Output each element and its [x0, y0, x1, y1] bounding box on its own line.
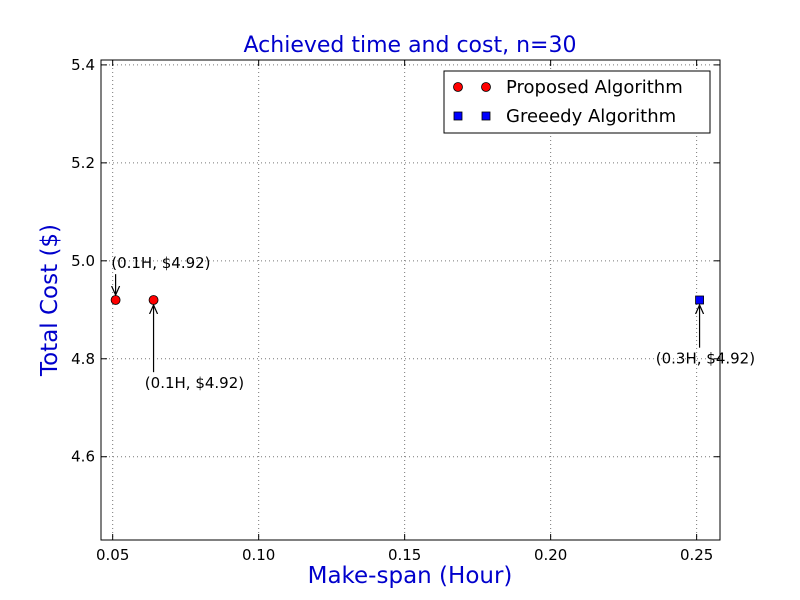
proposed-point [110, 295, 121, 305]
legend-marker [481, 111, 491, 121]
y-tick-label: 4.8 [71, 350, 95, 368]
legend-marker [453, 82, 463, 92]
plot-frame [100, 59, 721, 541]
x-tick-label: 0.25 [680, 546, 713, 564]
axes: 0.05 0.10 0.15 0.20 0.25 4.6 4.8 5.0 5.2 5.4 [71, 56, 721, 564]
legend-label: Proposed Algorithm [506, 77, 683, 98]
y-tick-label: 4.6 [71, 448, 95, 466]
proposed-point [148, 295, 159, 305]
y-axis-title: Total Cost ($) [37, 224, 63, 377]
legend-marker [453, 111, 463, 121]
greedy-point [695, 295, 704, 305]
annotation-label: (0.1H, $4.92) [111, 254, 210, 272]
y-tick-label: 5.4 [71, 56, 95, 74]
data-points [110, 295, 704, 305]
x-tick-label: 0.05 [96, 546, 129, 564]
legend-label: Greeedy Algorithm [506, 106, 676, 127]
y-tick-label: 5.0 [71, 252, 95, 270]
annotation-label: (0.1H, $4.92) [145, 374, 244, 392]
legend-box [443, 70, 711, 134]
x-axis-title: Make-span (Hour) [308, 563, 513, 589]
chart-title: Achieved time and cost, n=30 [244, 33, 577, 58]
y-tick-label: 5.2 [71, 154, 95, 172]
annotation-label: (0.3H, $4.92) [656, 350, 755, 368]
x-tick-label: 0.15 [388, 546, 421, 564]
legend-marker [481, 82, 491, 92]
annotations: (0.1H, $4.92) (0.1H, $4.92) (0.3H, $4.92) [111, 254, 755, 392]
x-tick-label: 0.20 [534, 546, 567, 564]
x-tick-label: 0.10 [242, 546, 275, 564]
legend: Proposed Algorithm Greeedy Algorithm [443, 70, 711, 134]
